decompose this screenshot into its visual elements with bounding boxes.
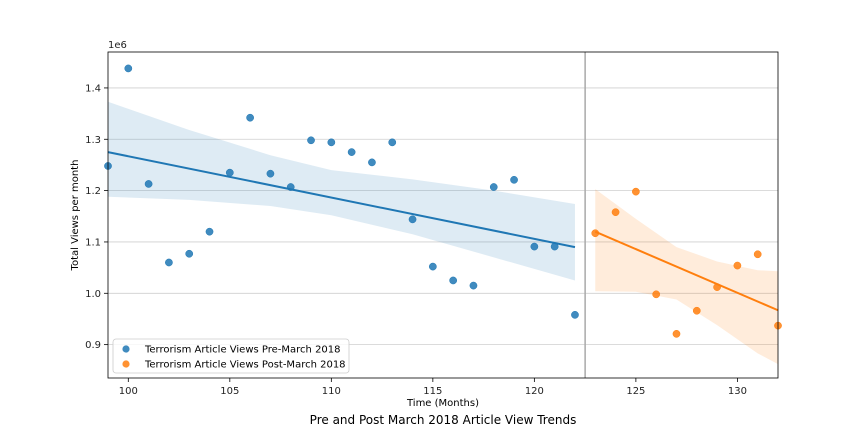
legend-label-series-1: Terrorism Article Views Post-March 2018 bbox=[144, 360, 346, 371]
data-point-series-0 bbox=[144, 180, 153, 188]
data-point-series-1 bbox=[652, 290, 661, 299]
data-point-series-1 bbox=[692, 306, 701, 315]
data-point-series-0 bbox=[571, 311, 579, 319]
legend-box bbox=[112, 338, 350, 374]
y-axis-label: Total Views per month bbox=[70, 160, 81, 272]
confidence-bands bbox=[108, 101, 778, 365]
data-point-series-0 bbox=[388, 138, 397, 147]
legend-marker-series-0 bbox=[122, 345, 130, 353]
y-tick-label: 1.1 bbox=[85, 237, 101, 248]
legend-marker-series-1 bbox=[122, 360, 130, 368]
y-tick-label: 0.9 bbox=[85, 340, 101, 351]
y-offset-text: 1e6 bbox=[108, 40, 127, 51]
data-point-series-0 bbox=[489, 183, 498, 191]
data-point-series-0 bbox=[510, 175, 518, 184]
x-tick-label: 110 bbox=[322, 386, 341, 397]
data-point-series-0 bbox=[205, 227, 214, 236]
data-point-series-0 bbox=[225, 168, 234, 177]
axis-ticks: 0.9 1.0 1.1 1.2 1.3 1.4 100 105 110 115 120 125 130 bbox=[85, 83, 747, 397]
legend-label-series-0: Terrorism Article Views Pre-March 2018 bbox=[144, 345, 341, 356]
data-point-series-0 bbox=[124, 64, 133, 73]
chart-title: Pre and Post March 2018 Article View Tre… bbox=[310, 413, 577, 427]
x-tick-label: 115 bbox=[423, 386, 442, 397]
legend: Terrorism Article Views Pre-March 2018 Te… bbox=[112, 338, 350, 374]
data-point-series-1 bbox=[733, 261, 742, 270]
x-tick-label: 125 bbox=[626, 386, 645, 397]
data-point-series-0 bbox=[327, 138, 336, 147]
data-point-series-0 bbox=[368, 158, 376, 167]
y-tick-label: 1.4 bbox=[85, 83, 101, 94]
fit-line-series-0 bbox=[107, 151, 576, 249]
data-point-series-0 bbox=[165, 258, 173, 267]
plot-frame bbox=[107, 51, 779, 379]
y-tick-label: 1.2 bbox=[85, 186, 101, 197]
regression-lines bbox=[107, 151, 779, 312]
x-tick-label: 105 bbox=[220, 386, 239, 397]
y-tick-label: 1.0 bbox=[85, 289, 101, 300]
data-point-series-0 bbox=[449, 276, 458, 285]
ci-band-series-1 bbox=[595, 189, 778, 365]
x-tick-label: 130 bbox=[728, 386, 747, 397]
ci-band-series-0 bbox=[108, 101, 575, 281]
data-point-series-1 bbox=[611, 208, 620, 217]
x-tick-label: 100 bbox=[119, 386, 138, 397]
data-point-series-0 bbox=[307, 136, 315, 145]
x-tick-label: 120 bbox=[525, 386, 544, 397]
data-point-series-0 bbox=[428, 262, 437, 271]
data-point-series-0 bbox=[185, 249, 194, 258]
data-point-series-1 bbox=[753, 250, 762, 259]
data-point-series-0 bbox=[408, 215, 417, 224]
x-axis-label: Time (Months) bbox=[406, 398, 479, 409]
y-tick-label: 1.3 bbox=[85, 135, 101, 146]
data-point-series-0 bbox=[347, 148, 356, 156]
data-point-series-0 bbox=[246, 113, 254, 122]
fit-line-series-1 bbox=[594, 230, 779, 312]
data-point-series-0 bbox=[530, 242, 539, 251]
data-point-series-0 bbox=[469, 281, 478, 290]
grid-layer bbox=[108, 87, 778, 346]
data-points bbox=[104, 64, 782, 338]
data-point-series-1 bbox=[672, 329, 681, 338]
data-point-series-0 bbox=[266, 169, 275, 178]
data-point-series-1 bbox=[632, 187, 640, 196]
